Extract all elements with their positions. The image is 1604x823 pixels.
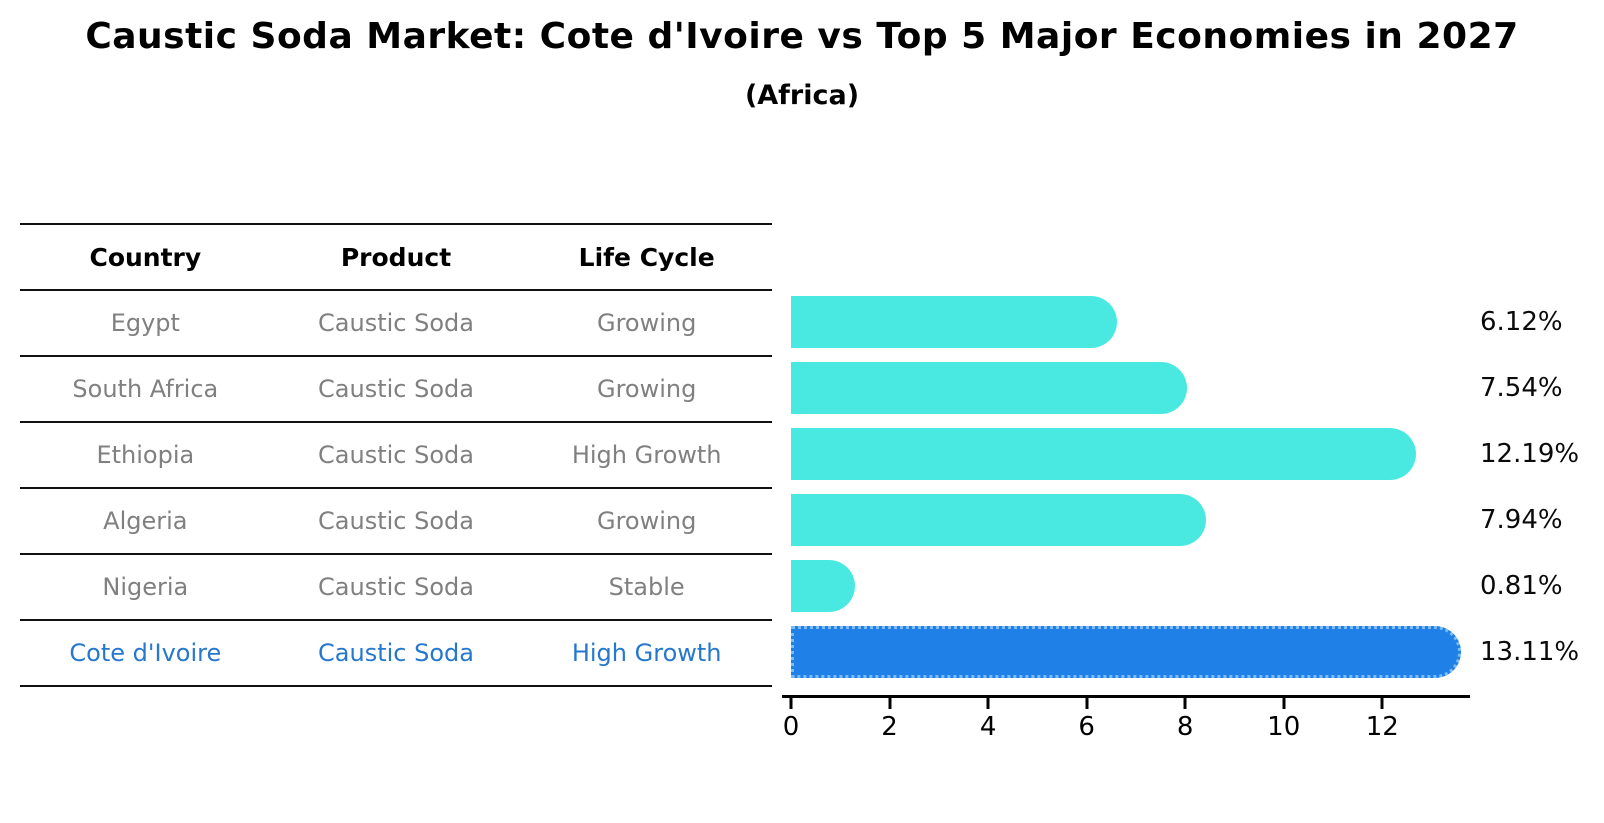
bar [791, 626, 1461, 678]
value-label: 6.12% [1480, 307, 1563, 337]
table-cell: Cote d'Ivoire [69, 639, 222, 667]
value-label: 7.94% [1480, 505, 1563, 535]
table-row: Algeria Caustic Soda Growing [20, 489, 772, 555]
table-cell: Stable [608, 573, 685, 601]
table-cell: Caustic Soda [318, 309, 474, 337]
tick-label: 8 [1176, 712, 1194, 742]
table-cell: Caustic Soda [318, 441, 474, 469]
table-cell: Egypt [110, 309, 180, 337]
tick-mark [1380, 698, 1384, 709]
tick-label: 6 [1078, 712, 1095, 742]
value-labels: 6.12% 7.54% 12.19% 7.94% 0.81% 13.11% [1480, 289, 1600, 685]
value-label: 12.19% [1480, 439, 1580, 469]
bar [791, 362, 1187, 414]
table-body: Egypt Caustic Soda Growing South Africa Caus… [20, 291, 772, 687]
bar-row [791, 487, 1471, 553]
table-cell: High Growth [571, 441, 722, 469]
table-cell: Nigeria [102, 573, 189, 601]
table-row: Ethiopia Caustic Soda High Growth [20, 423, 772, 489]
table-row: South Africa Caustic Soda Growing [20, 357, 772, 423]
table-cell: Caustic Soda [318, 375, 474, 403]
chart-title: Caustic Soda Market: Cote d'Ivoire vs To… [85, 16, 1519, 57]
bar [791, 296, 1117, 348]
bar [791, 428, 1416, 480]
tick-label: 4 [979, 712, 997, 742]
table-cell: Growing [596, 507, 697, 535]
bar-plot [791, 289, 1471, 685]
table-cell: Ethiopia [96, 441, 195, 469]
table-cell: High Growth [571, 639, 722, 667]
comparison-table: Country Product Life Cycle Egypt Caustic … [20, 223, 772, 687]
tick-label: 12 [1365, 712, 1399, 742]
bar-row [791, 421, 1471, 487]
bar [791, 560, 855, 612]
table-cell: Caustic Soda [318, 639, 474, 667]
bar-row [791, 355, 1471, 421]
chart-subtitle: (Africa) [744, 80, 860, 111]
table-row: Nigeria Caustic Soda Stable [20, 555, 772, 621]
bar-row [791, 289, 1471, 355]
table-cell: Growing [596, 375, 697, 403]
bar-row [791, 553, 1471, 619]
value-label: 13.11% [1480, 637, 1580, 667]
table-cell: South Africa [72, 375, 219, 403]
table-cell: Algeria [103, 507, 188, 535]
table-header-row: Country Product Life Cycle [20, 225, 772, 291]
tick-label: 2 [881, 712, 898, 742]
header-cell-country: Country [89, 242, 202, 272]
table-cell: Growing [596, 309, 697, 337]
tick-label: 10 [1267, 712, 1301, 742]
table-cell: Caustic Soda [318, 507, 474, 535]
header-cell-product: Product [340, 242, 452, 272]
table-cell: Caustic Soda [318, 573, 474, 601]
tick-mark [1183, 698, 1187, 709]
value-label: 7.54% [1480, 373, 1563, 403]
header-cell-life-cycle: Life Cycle [578, 242, 715, 272]
table-row: Egypt Caustic Soda Growing [20, 291, 772, 357]
tick-mark [1085, 698, 1089, 709]
tick-mark [789, 698, 793, 709]
tick-mark [986, 698, 990, 709]
bar-row [791, 619, 1471, 685]
table-row: Cote d'Ivoire Caustic Soda High Growth [20, 621, 772, 687]
x-axis-ticks: 0 2 4 6 8 10 12 [783, 698, 1471, 753]
x-axis-line [782, 695, 1470, 698]
tick-label: 0 [782, 712, 800, 742]
value-label: 0.81% [1480, 571, 1563, 601]
tick-mark [1282, 698, 1286, 709]
tick-mark [888, 698, 892, 709]
bar [791, 494, 1207, 546]
